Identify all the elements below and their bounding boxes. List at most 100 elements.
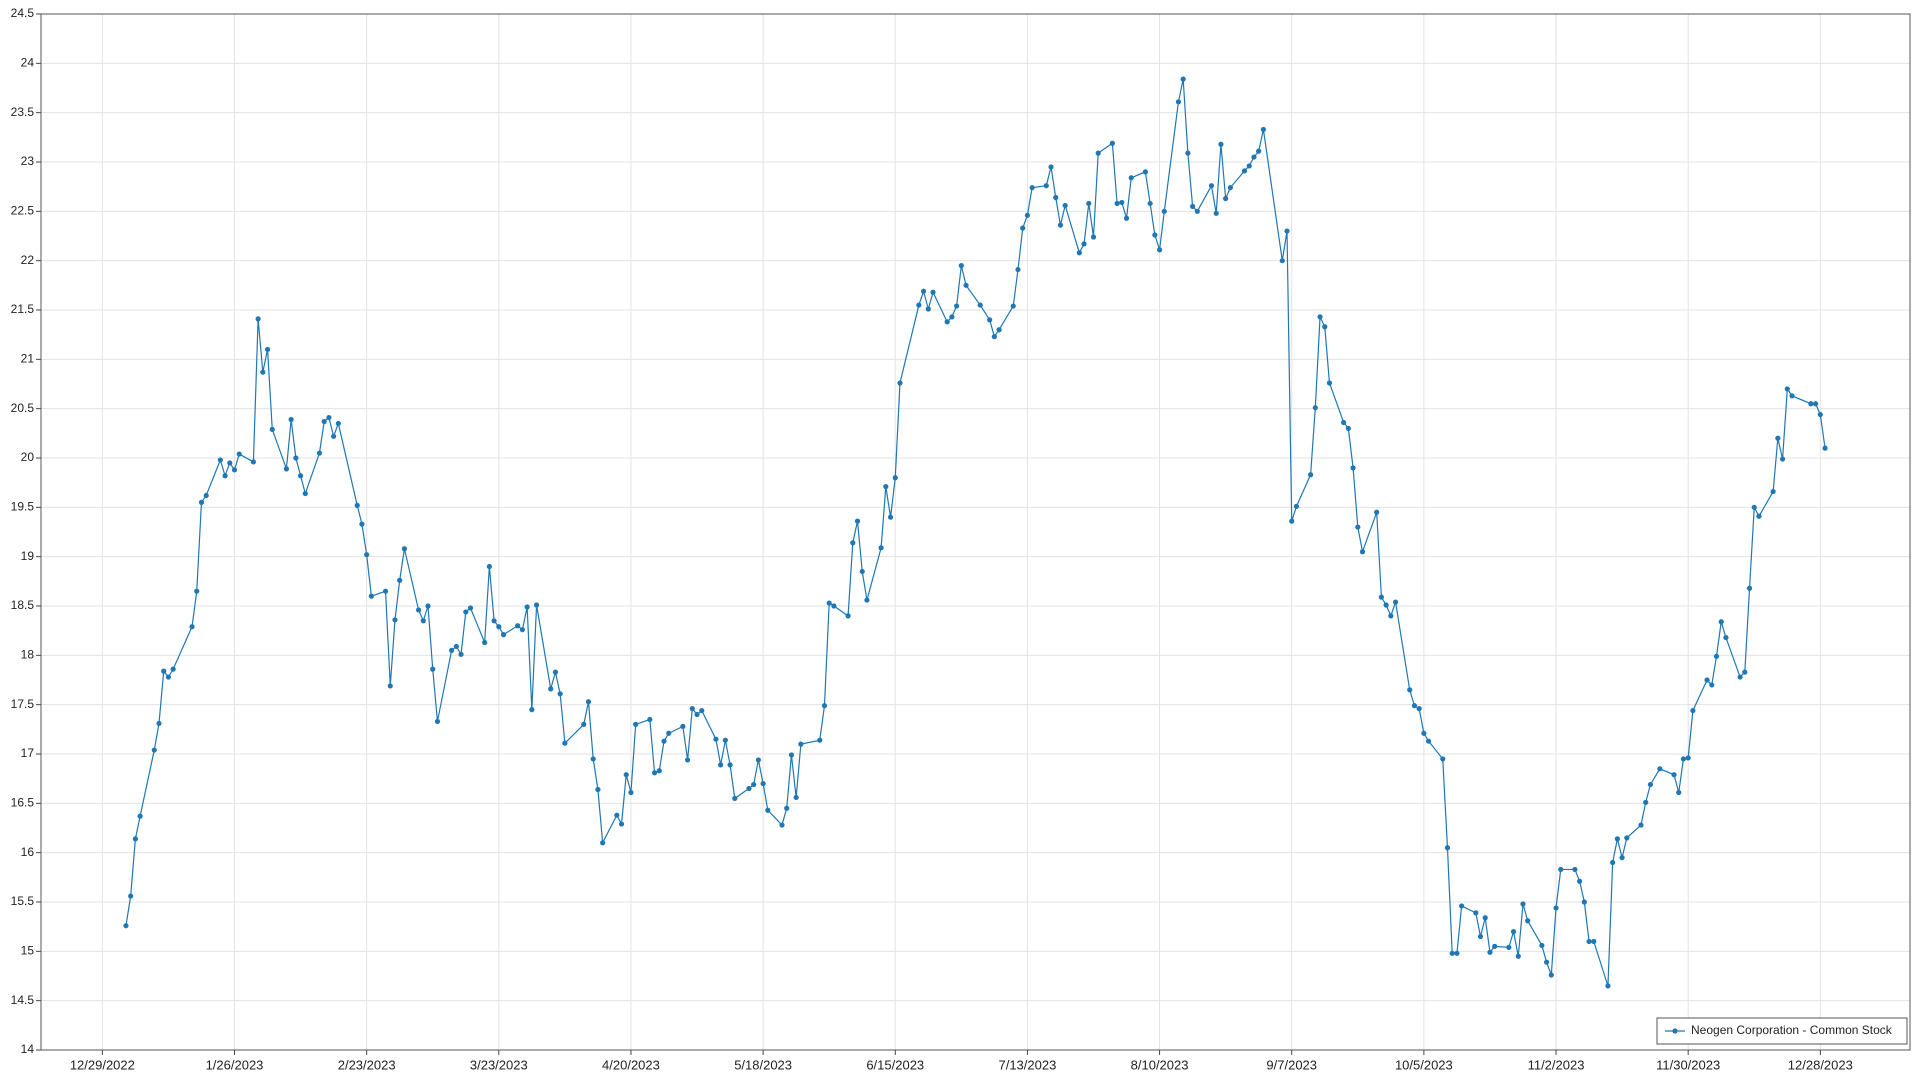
data-point: [1548, 972, 1554, 978]
data-point: [364, 552, 370, 558]
data-point: [1392, 599, 1399, 605]
data-point: [1543, 959, 1550, 965]
data-point: [359, 521, 365, 527]
data-point: [1194, 208, 1200, 214]
data-point: [793, 794, 799, 801]
data-point: [434, 718, 441, 725]
data-point: [250, 459, 256, 465]
data-point: [1704, 677, 1710, 683]
y-tick-label: 14.5: [11, 993, 35, 1007]
data-point: [1128, 175, 1134, 181]
y-tick-label: 21.5: [11, 302, 35, 316]
data-point: [1746, 585, 1753, 591]
data-point: [1293, 503, 1300, 509]
data-point: [590, 756, 596, 762]
data-point: [1520, 901, 1526, 907]
data-point: [1477, 933, 1484, 940]
data-point: [661, 738, 667, 744]
data-point: [854, 518, 861, 524]
data-point: [760, 781, 766, 787]
x-tick-label: 5/18/2023: [734, 1057, 792, 1072]
data-point: [165, 674, 172, 680]
data-point: [1350, 465, 1356, 471]
data-point: [1246, 163, 1252, 169]
data-point: [1015, 266, 1021, 273]
data-point: [1284, 228, 1290, 234]
data-point: [1161, 208, 1167, 214]
data-point: [1180, 76, 1186, 82]
data-point: [1539, 942, 1545, 949]
data-point: [614, 812, 620, 818]
data-point: [996, 327, 1002, 333]
data-point: [562, 740, 568, 746]
data-point: [1487, 949, 1493, 955]
data-point: [751, 781, 757, 788]
data-point: [784, 805, 790, 811]
data-point: [1572, 866, 1578, 873]
data-point: [137, 813, 143, 819]
data-point: [1109, 140, 1115, 146]
data-point: [991, 334, 997, 340]
data-point: [529, 707, 535, 713]
data-point: [264, 346, 271, 353]
data-point: [831, 603, 837, 609]
data-point: [1742, 669, 1748, 675]
x-tick-label: 7/13/2023: [998, 1057, 1056, 1072]
data-point: [449, 647, 455, 654]
data-point: [302, 490, 308, 497]
data-point: [1057, 222, 1064, 228]
data-point: [524, 604, 530, 610]
data-point: [1581, 899, 1587, 905]
data-point: [1789, 393, 1795, 399]
data-point: [1525, 918, 1531, 924]
data-point: [633, 721, 639, 728]
data-point: [1577, 878, 1583, 884]
data-point: [859, 568, 865, 575]
data-point: [1614, 836, 1620, 842]
data-point: [920, 288, 927, 294]
data-point: [486, 563, 492, 570]
data-point: [1770, 488, 1776, 495]
data-point: [1114, 200, 1120, 207]
data-point: [1775, 435, 1781, 441]
data-point: [1610, 859, 1616, 866]
data-point: [1619, 855, 1625, 861]
data-point: [1024, 212, 1031, 218]
data-point: [963, 282, 969, 288]
y-tick-label: 19.5: [11, 500, 35, 514]
data-point: [1718, 619, 1724, 625]
y-tick-label: 14: [21, 1042, 35, 1056]
data-point: [1449, 950, 1455, 956]
y-tick-label: 22: [21, 253, 35, 267]
data-point: [1822, 445, 1828, 451]
y-tick-label: 16.5: [11, 796, 35, 810]
y-tick-label: 19: [21, 549, 35, 563]
data-point: [1459, 903, 1465, 909]
data-point: [1355, 524, 1361, 530]
data-point: [798, 741, 804, 747]
data-point: [666, 730, 672, 736]
data-point: [600, 840, 606, 846]
data-point: [1808, 401, 1814, 407]
data-point: [1784, 386, 1790, 392]
data-point: [1482, 915, 1488, 921]
x-tick-label: 6/15/2023: [866, 1057, 924, 1072]
data-point: [718, 762, 724, 768]
data-point: [916, 302, 922, 308]
y-tick-label: 20.5: [11, 401, 35, 415]
data-point: [850, 540, 856, 546]
data-point: [817, 737, 823, 743]
data-point: [755, 757, 761, 763]
data-point: [198, 499, 205, 505]
data-point: [1473, 910, 1479, 916]
data-point: [453, 643, 459, 650]
data-point: [949, 314, 955, 320]
data-point: [255, 316, 261, 322]
x-tick-label: 11/30/2023: [1656, 1057, 1720, 1072]
data-point: [1062, 202, 1068, 209]
data-point: [1737, 674, 1743, 680]
x-tick-label: 9/7/2023: [1266, 1057, 1317, 1072]
data-point: [887, 514, 894, 520]
data-point: [482, 639, 488, 646]
